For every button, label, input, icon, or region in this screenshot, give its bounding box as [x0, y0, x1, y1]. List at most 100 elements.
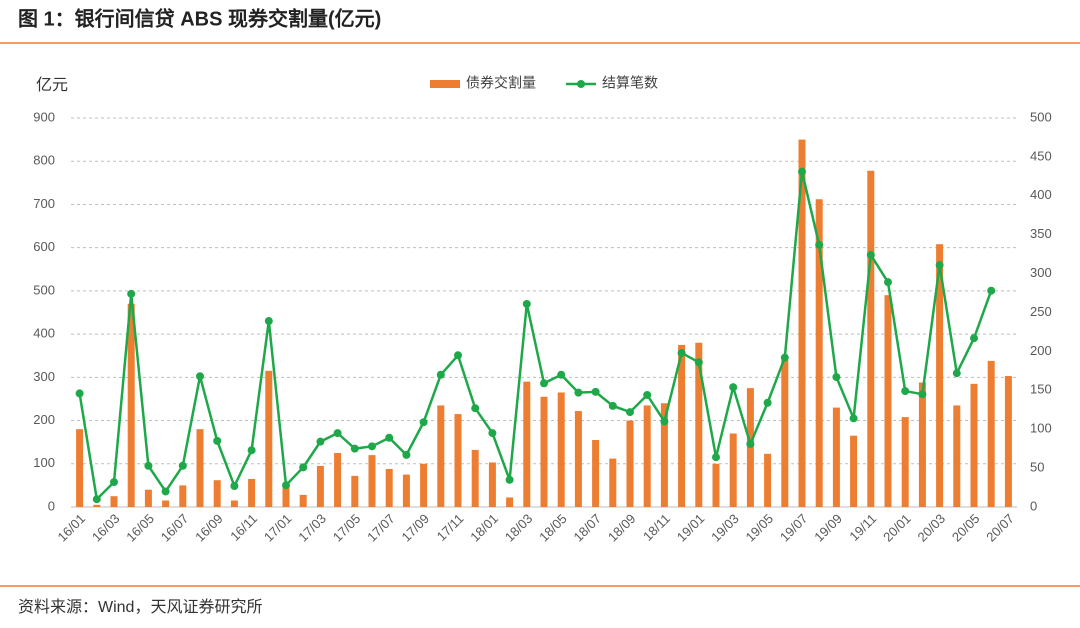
bar — [798, 139, 806, 507]
x-tick-label: 20/07 — [983, 511, 1017, 545]
line-marker — [333, 429, 342, 438]
y-tick-label: 300 — [33, 369, 55, 384]
y2-tick-label: 350 — [1030, 226, 1052, 241]
line-marker — [763, 398, 772, 407]
x-tick-label: 16/05 — [123, 511, 157, 545]
bar — [609, 458, 617, 507]
bar — [936, 244, 944, 507]
x-tick-label: 20/05 — [949, 511, 983, 545]
y-tick-label: 0 — [48, 498, 55, 513]
bar — [712, 463, 720, 507]
bar — [506, 497, 514, 507]
y2-tick-label: 50 — [1030, 460, 1044, 475]
line-marker — [677, 348, 686, 357]
line-marker — [540, 379, 548, 388]
x-tick-label: 16/03 — [89, 511, 123, 545]
x-tick-label: 17/05 — [330, 511, 364, 545]
line-marker — [402, 450, 411, 459]
y-tick-label: 900 — [33, 109, 55, 124]
x-tick-label: 17/03 — [295, 511, 329, 545]
bar — [557, 392, 565, 507]
bar — [248, 478, 256, 507]
line-marker — [264, 317, 273, 326]
bar — [162, 500, 170, 507]
legend-swatch — [430, 80, 460, 88]
line-marker — [798, 167, 806, 176]
line-marker — [626, 408, 634, 417]
line-marker — [436, 370, 445, 379]
bar — [626, 420, 634, 507]
bar — [437, 405, 445, 507]
line-marker — [815, 240, 824, 249]
x-tick-label: 18/07 — [571, 511, 605, 545]
line-marker — [643, 390, 652, 399]
x-tick-label: 19/09 — [811, 511, 845, 545]
line-marker — [970, 334, 978, 343]
y2-tick-label: 0 — [1030, 498, 1037, 513]
x-tick-label: 17/01 — [261, 511, 295, 545]
line-marker — [471, 404, 480, 413]
x-tick-label: 17/07 — [364, 511, 398, 545]
x-tick-label: 19/03 — [708, 511, 742, 545]
bar — [127, 303, 135, 507]
line-marker — [316, 437, 325, 446]
line — [78, 171, 993, 502]
line-marker — [608, 401, 617, 410]
x-tick-label: 16/09 — [192, 511, 226, 545]
line-marker — [110, 478, 118, 487]
line-marker — [729, 383, 738, 392]
x-tick-label: 18/11 — [640, 511, 673, 544]
chart-title: 图 1：银行间信贷 ABS 现券交割量(亿元) — [18, 6, 381, 30]
x-tick-label: 20/03 — [915, 511, 949, 545]
bar — [695, 342, 703, 507]
bar — [265, 370, 273, 507]
x-tick-label: 18/09 — [605, 511, 639, 545]
bar — [643, 405, 651, 507]
bar — [764, 453, 772, 507]
bar — [76, 429, 84, 507]
line-marker — [144, 461, 153, 470]
bar — [420, 463, 428, 507]
x-tick-label: 19/01 — [674, 511, 708, 545]
line-marker — [901, 387, 910, 396]
bar — [93, 504, 101, 507]
y2-tick-label: 300 — [1030, 265, 1052, 280]
y2-tick-label: 500 — [1030, 109, 1052, 124]
legend-label: 结算笔数 — [602, 75, 658, 91]
x-tick-label: 17/11 — [434, 511, 467, 544]
line-marker — [866, 250, 875, 259]
y2-tick-label: 400 — [1030, 187, 1052, 202]
x-tick-label: 20/01 — [880, 511, 914, 545]
y-tick-label: 500 — [33, 282, 55, 297]
line-marker — [92, 495, 101, 504]
line-marker — [75, 389, 84, 398]
bar — [368, 455, 376, 507]
bar — [987, 360, 995, 507]
line-marker — [161, 487, 170, 496]
y-tick-label: 200 — [33, 412, 55, 427]
y2-tick-label: 200 — [1030, 343, 1052, 358]
bar — [678, 344, 686, 507]
x-tick-label: 19/11 — [846, 511, 879, 544]
legend-label: 债券交割量 — [466, 75, 536, 91]
y-axis-label: 亿元 — [36, 76, 68, 94]
x-tick-label: 16/01 — [55, 511, 89, 545]
line-marker — [712, 453, 720, 462]
y-tick-label: 600 — [33, 239, 55, 254]
bar — [402, 474, 410, 507]
line-marker — [522, 299, 531, 308]
bar — [488, 462, 496, 507]
line-marker — [987, 286, 996, 295]
bar — [540, 396, 548, 507]
line-marker — [178, 461, 187, 470]
x-tick-label: 16/07 — [158, 511, 192, 545]
line-marker — [299, 463, 308, 472]
line-marker — [694, 358, 703, 367]
line-marker — [574, 388, 583, 397]
bar — [918, 382, 926, 507]
y-tick-label: 400 — [33, 326, 55, 341]
legend-swatch — [577, 80, 585, 88]
bar — [471, 449, 479, 507]
line-marker — [454, 351, 462, 360]
